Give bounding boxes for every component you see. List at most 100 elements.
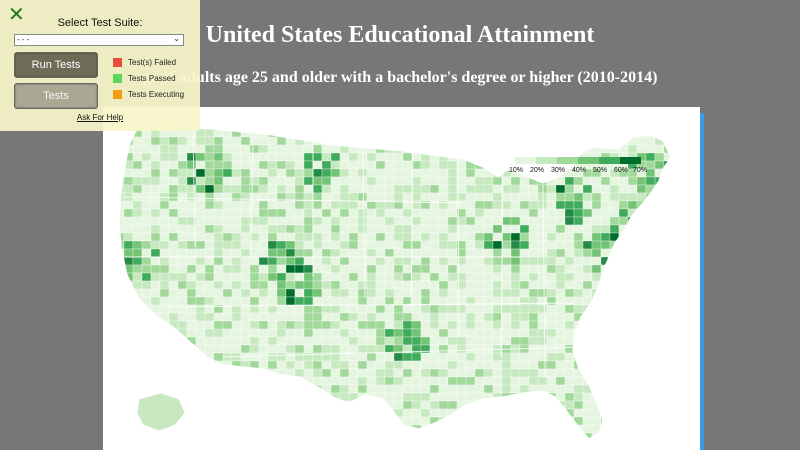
county-cell: [537, 280, 548, 290]
tests-button[interactable]: Tests: [14, 83, 98, 109]
county-cell: [312, 376, 323, 386]
county-cell: [141, 184, 152, 194]
county-cell: [250, 441, 259, 449]
county-cell: [682, 329, 691, 337]
test-suite-select[interactable]: - - - ⌄: [14, 34, 184, 46]
county-cell: [276, 224, 287, 234]
county-cell: [555, 256, 566, 266]
county-cell: [375, 336, 386, 346]
county-cell: [654, 304, 665, 314]
county-cell: [627, 288, 638, 298]
county-cell: [258, 360, 269, 370]
county-cell: [240, 240, 251, 250]
county-cell: [654, 368, 665, 378]
county-cell: [177, 152, 188, 162]
county-cell: [429, 432, 440, 439]
county-cell: [501, 312, 512, 322]
county-cell: [673, 417, 682, 425]
county-cell: [645, 176, 656, 186]
county-cell: [357, 136, 368, 146]
county-cell: [429, 352, 440, 362]
ask-for-help-link[interactable]: Ask For Help: [76, 113, 124, 122]
county-cell: [312, 304, 323, 314]
county-cell: [627, 416, 638, 426]
county-cell: [276, 320, 287, 330]
county-cell: [330, 200, 341, 210]
close-icon[interactable]: ✕: [8, 2, 25, 26]
county-cell: [591, 224, 602, 234]
county-cell: [204, 392, 215, 402]
county-cell: [240, 320, 251, 330]
county-cell: [573, 264, 584, 274]
county-cell: [393, 192, 404, 202]
county-cell: [627, 424, 638, 434]
county-cell: [591, 344, 602, 354]
county-cell: [312, 240, 323, 250]
run-tests-button[interactable]: Run Tests: [14, 52, 98, 78]
county-cell: [276, 184, 287, 194]
county-cell: [474, 184, 485, 194]
county-cell: [348, 176, 359, 186]
county-cell: [537, 240, 548, 250]
county-cell: [465, 200, 476, 210]
county-cell: [231, 136, 242, 146]
county-cell: [348, 272, 359, 282]
county-cell: [600, 296, 611, 306]
county-cell: [411, 328, 422, 338]
county-cell: [231, 160, 242, 170]
county-cell: [564, 248, 575, 258]
county-cell: [150, 224, 161, 234]
county-cell: [321, 416, 332, 426]
county-cell: [573, 336, 584, 346]
county-cell: [510, 400, 521, 410]
county-cell: [591, 320, 602, 330]
county-cell: [582, 272, 593, 282]
county-cell: [664, 441, 673, 449]
county-cell: [682, 417, 691, 425]
county-cell: [519, 384, 530, 394]
county-cell: [636, 360, 647, 370]
county-cell: [519, 272, 530, 282]
scrollbar[interactable]: [700, 113, 704, 450]
county-cell: [654, 344, 665, 354]
county-cell: [330, 320, 341, 330]
county-cell: [159, 272, 170, 282]
county-cell: [663, 240, 671, 250]
county-cell: [492, 208, 503, 218]
county-cell: [510, 272, 521, 282]
county-cell: [573, 408, 584, 418]
county-cell: [366, 216, 377, 226]
county-cell: [177, 136, 188, 146]
county-cell: [339, 208, 350, 218]
county-cell: [123, 376, 134, 386]
county-cell: [654, 392, 665, 402]
county-cell: [411, 408, 422, 418]
county-cell: [330, 416, 341, 426]
county-cell: [673, 201, 682, 209]
county-cell: [276, 392, 287, 402]
county-cell: [375, 240, 386, 250]
county-cell: [132, 328, 143, 338]
county-cell: [555, 336, 566, 346]
county-cell: [195, 384, 206, 394]
county-cell: [366, 208, 377, 218]
county-cell: [628, 441, 637, 449]
county-cell: [402, 224, 413, 234]
county-cell: [582, 216, 593, 226]
county-cell: [537, 304, 548, 314]
county-cell: [222, 232, 233, 242]
county-cell: [627, 128, 638, 138]
county-cell: [195, 272, 206, 282]
county-cell: [168, 224, 179, 234]
county-cell: [483, 256, 494, 266]
county-cell: [285, 320, 296, 330]
county-cell: [528, 416, 539, 426]
county-cell: [150, 136, 161, 146]
county-cell: [222, 320, 233, 330]
county-cell: [609, 296, 620, 306]
county-cell: [654, 312, 665, 322]
county-cell: [645, 432, 656, 439]
county-cell: [330, 280, 341, 290]
county-cell: [213, 176, 224, 186]
county-cell: [321, 125, 332, 130]
